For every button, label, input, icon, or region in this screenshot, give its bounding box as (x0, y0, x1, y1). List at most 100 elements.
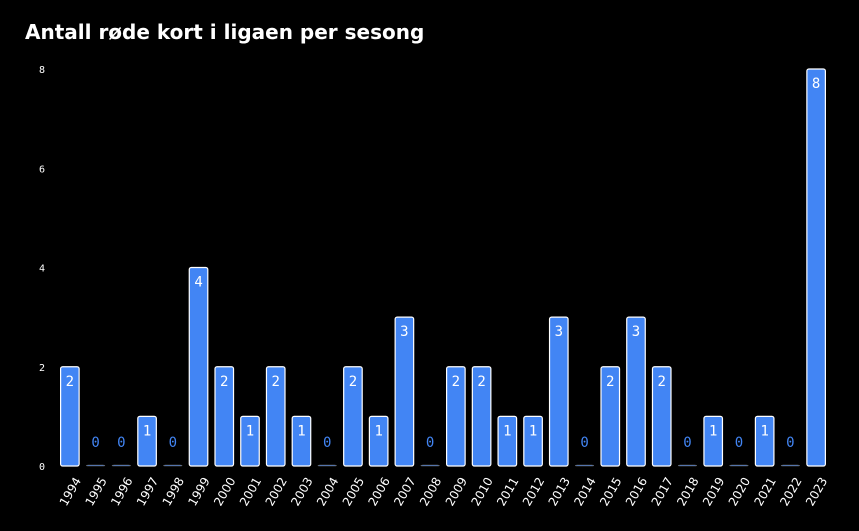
bar (574, 464, 595, 467)
data-label: 4 (194, 275, 202, 291)
data-label: 1 (297, 423, 305, 439)
data-label: 2 (349, 374, 357, 390)
x-tick-label: 2022 (777, 475, 804, 508)
x-tick-label: 2008 (417, 475, 444, 508)
data-label: 1 (760, 423, 768, 439)
data-label: 3 (400, 324, 408, 340)
x-tick-label: 1994 (57, 475, 84, 508)
data-label: 1 (503, 423, 511, 439)
x-tick-label: 2003 (288, 475, 315, 508)
bar (343, 366, 363, 467)
y-tick-label: 2 (39, 363, 45, 374)
bar (163, 464, 183, 467)
x-tick-label: 2000 (211, 475, 238, 508)
y-axis-ticks: 0 2 4 6 8 (39, 65, 45, 473)
bar (291, 415, 312, 467)
bar (394, 316, 415, 467)
bar (317, 464, 337, 467)
x-tick-label: 2019 (700, 475, 727, 508)
data-label: 1 (529, 423, 537, 439)
chart-title: Antall røde kort i ligaen per sesong (25, 20, 425, 44)
data-label: 2 (272, 374, 280, 390)
bar (368, 415, 389, 467)
bar (754, 415, 775, 467)
bar (677, 464, 698, 467)
data-label: 0 (580, 435, 588, 451)
y-tick-label: 4 (39, 264, 45, 275)
bar (214, 366, 235, 467)
x-tick-label: 2018 (674, 475, 701, 508)
x-tick-label: 2006 (365, 475, 392, 508)
bar (626, 316, 646, 467)
bar (806, 68, 826, 467)
data-label: 8 (812, 76, 820, 92)
data-label: 0 (91, 435, 99, 451)
bar (446, 366, 466, 467)
bar (240, 415, 260, 467)
bar (600, 366, 621, 467)
y-tick-label: 0 (39, 462, 45, 473)
bar (471, 366, 492, 467)
data-label: 2 (66, 374, 74, 390)
bar (188, 266, 209, 467)
data-label: 2 (452, 374, 460, 390)
x-tick-label: 1997 (134, 475, 161, 508)
data-label: 3 (555, 324, 563, 340)
x-tick-label: 1998 (160, 475, 187, 508)
data-label: 2 (477, 374, 485, 390)
bar (729, 464, 749, 467)
data-label: 0 (169, 435, 177, 451)
bar (265, 366, 286, 467)
bar (523, 415, 543, 467)
data-label: 2 (606, 374, 614, 390)
data-label: 2 (658, 374, 666, 390)
x-tick-label: 2004 (314, 475, 341, 508)
x-tick-label: 2013 (546, 475, 573, 508)
data-label: 0 (735, 435, 743, 451)
x-tick-label: 2001 (237, 475, 264, 508)
x-tick-label: 2023 (803, 475, 830, 508)
data-label: 2 (220, 374, 228, 390)
x-tick-label: 2014 (571, 475, 598, 508)
data-label: 0 (426, 435, 434, 451)
data-label: 1 (374, 423, 382, 439)
data-label: 0 (323, 435, 331, 451)
bar (703, 415, 724, 467)
y-tick-label: 8 (39, 65, 45, 76)
x-tick-label: 1999 (185, 475, 212, 508)
bar (548, 316, 569, 467)
x-tick-label: 2011 (494, 475, 521, 508)
data-label: 0 (117, 435, 125, 451)
y-tick-label: 6 (39, 164, 45, 175)
x-tick-label: 2009 (443, 475, 470, 508)
bar (137, 415, 157, 467)
bar (780, 464, 800, 467)
bar (497, 415, 518, 467)
data-label: 3 (632, 324, 640, 340)
x-tick-label: 2021 (751, 475, 778, 508)
data-label: 0 (683, 435, 691, 451)
data-label: 1 (143, 423, 151, 439)
x-tick-label: 1996 (108, 475, 135, 508)
x-axis-ticks: 1994199519961997199819992000200120022003… (57, 475, 831, 508)
data-label: 0 (786, 435, 794, 451)
x-tick-label: 2005 (340, 475, 367, 508)
x-tick-label: 2007 (391, 475, 418, 508)
data-label: 1 (709, 423, 717, 439)
bars (60, 68, 826, 467)
x-tick-label: 2002 (263, 475, 290, 508)
data-labels: 2 0 0 1 0 4 2 1 2 1 0 2 1 3 0 2 2 1 1 3 0 2 3 2 0 1 0 1 0 8 (66, 76, 821, 451)
bar (60, 366, 80, 467)
x-tick-label: 2015 (597, 475, 624, 508)
x-tick-label: 2016 (623, 475, 650, 508)
bar (651, 366, 672, 467)
x-tick-label: 2010 (468, 475, 495, 508)
x-tick-label: 2012 (520, 475, 547, 508)
bar (111, 464, 131, 467)
bar (420, 464, 440, 467)
x-tick-label: 2020 (726, 475, 753, 508)
x-tick-label: 2017 (649, 475, 676, 508)
x-tick-label: 1995 (82, 475, 109, 508)
data-label: 1 (246, 423, 254, 439)
